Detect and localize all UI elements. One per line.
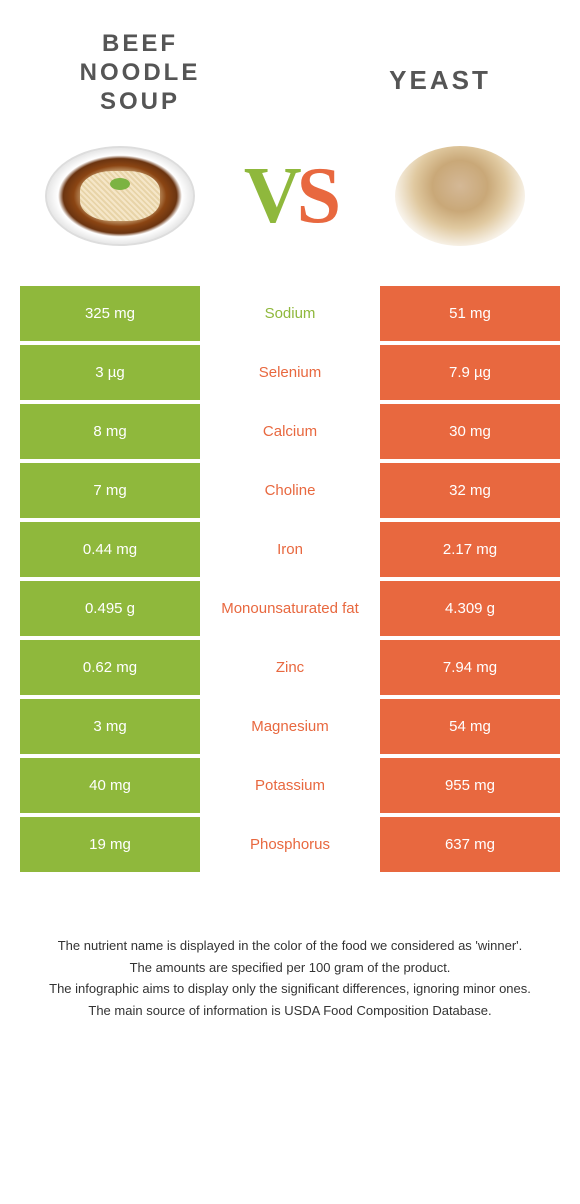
nutrient-label: Potassium (200, 758, 380, 813)
value-right: 51 mg (380, 286, 560, 341)
beef-noodle-soup-image (40, 136, 200, 256)
value-left: 0.495 g (20, 581, 200, 636)
value-right: 955 mg (380, 758, 560, 813)
value-right: 4.309 g (380, 581, 560, 636)
value-left: 0.62 mg (20, 640, 200, 695)
title-yeast: YEAST (340, 30, 540, 96)
nutrient-label: Choline (200, 463, 380, 518)
footer-line: The main source of information is USDA F… (30, 1001, 550, 1021)
nutrient-label: Sodium (200, 286, 380, 341)
nutrient-row: 325 mgSodium51 mg (20, 286, 560, 341)
nutrient-label: Magnesium (200, 699, 380, 754)
nutrient-row: 7 mgCholine32 mg (20, 463, 560, 518)
value-left: 7 mg (20, 463, 200, 518)
nutrient-row: 40 mgPotassium955 mg (20, 758, 560, 813)
images-row: VS (0, 116, 580, 286)
footer-line: The amounts are specified per 100 gram o… (30, 958, 550, 978)
footer-line: The nutrient name is displayed in the co… (30, 936, 550, 956)
footer-line: The infographic aims to display only the… (30, 979, 550, 999)
nutrient-label: Calcium (200, 404, 380, 459)
nutrient-label: Zinc (200, 640, 380, 695)
yeast-image (380, 136, 540, 256)
value-right: 32 mg (380, 463, 560, 518)
header: BEEF NOODLE SOUP YEAST (0, 0, 580, 116)
vs-label: VS (244, 151, 336, 242)
nutrient-row: 3 mgMagnesium54 mg (20, 699, 560, 754)
value-left: 3 µg (20, 345, 200, 400)
value-left: 0.44 mg (20, 522, 200, 577)
vs-s: S (297, 152, 337, 240)
nutrient-row: 0.44 mgIron2.17 mg (20, 522, 560, 577)
nutrient-label: Phosphorus (200, 817, 380, 872)
value-left: 40 mg (20, 758, 200, 813)
nutrient-label: Monounsaturated fat (200, 581, 380, 636)
value-right: 7.94 mg (380, 640, 560, 695)
value-right: 54 mg (380, 699, 560, 754)
vs-v: V (244, 152, 297, 240)
nutrient-row: 0.62 mgZinc7.94 mg (20, 640, 560, 695)
value-left: 8 mg (20, 404, 200, 459)
nutrient-table: 325 mgSodium51 mg3 µgSelenium7.9 µg8 mgC… (0, 286, 580, 872)
value-right: 2.17 mg (380, 522, 560, 577)
value-right: 30 mg (380, 404, 560, 459)
value-left: 19 mg (20, 817, 200, 872)
nutrient-label: Selenium (200, 345, 380, 400)
nutrient-label: Iron (200, 522, 380, 577)
value-right: 7.9 µg (380, 345, 560, 400)
nutrient-row: 0.495 gMonounsaturated fat4.309 g (20, 581, 560, 636)
title-beef-noodle-soup: BEEF NOODLE SOUP (40, 30, 240, 116)
value-left: 325 mg (20, 286, 200, 341)
nutrient-row: 19 mgPhosphorus637 mg (20, 817, 560, 872)
nutrient-row: 8 mgCalcium30 mg (20, 404, 560, 459)
footer-notes: The nutrient name is displayed in the co… (0, 876, 580, 1020)
value-right: 637 mg (380, 817, 560, 872)
nutrient-row: 3 µgSelenium7.9 µg (20, 345, 560, 400)
value-left: 3 mg (20, 699, 200, 754)
